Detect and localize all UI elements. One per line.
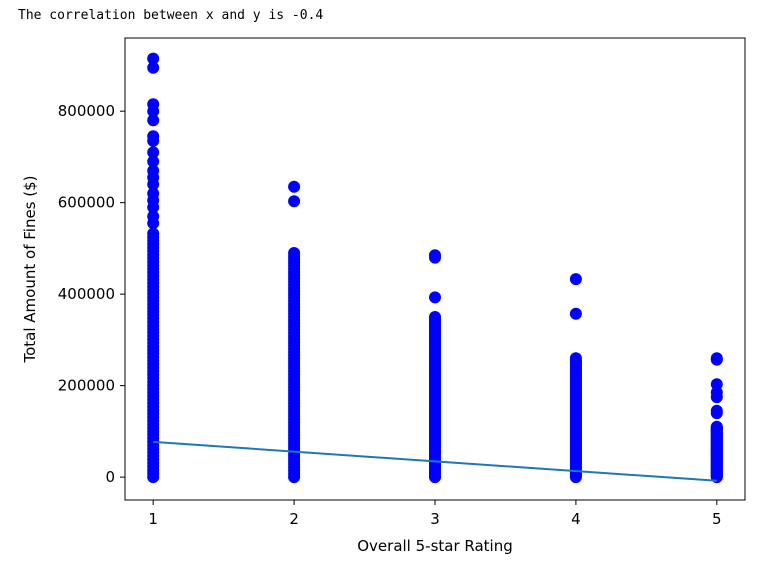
- data-point: [147, 155, 160, 168]
- y-tick-label: 800000: [58, 102, 115, 120]
- points-layer: [147, 52, 723, 484]
- y-tick-label: 0: [105, 468, 115, 486]
- x-tick-label: 2: [289, 510, 299, 528]
- y-tick-label: 200000: [58, 377, 115, 395]
- data-point: [429, 291, 441, 304]
- data-point: [147, 227, 160, 240]
- data-point: [288, 247, 301, 259]
- data-point: [147, 146, 160, 159]
- x-axis-label: Overall 5-star Rating: [357, 537, 513, 555]
- data-point: [288, 195, 301, 208]
- correlation-output-text: The correlation between x and y is -0.4: [18, 8, 324, 23]
- data-point: [710, 407, 723, 420]
- data-point: [569, 352, 582, 365]
- y-ticks: 0 200000 400000 600000 800000: [58, 102, 125, 486]
- x-tick-label: 5: [712, 510, 722, 528]
- data-point: [147, 52, 160, 65]
- data-point: [147, 178, 160, 191]
- data-point: [147, 114, 160, 127]
- data-point: [569, 307, 582, 320]
- data-point: [569, 273, 582, 286]
- data-point: [429, 251, 441, 264]
- data-point: [147, 61, 160, 74]
- x-tick-label: 4: [571, 510, 581, 528]
- regression-line: [153, 440, 717, 482]
- data-point: [710, 378, 723, 391]
- y-tick-label: 600000: [58, 194, 115, 212]
- data-point: [147, 105, 160, 118]
- fit-line-layer: [153, 440, 717, 482]
- x-tick-label: 1: [148, 510, 158, 528]
- y-tick-label: 400000: [58, 285, 115, 303]
- data-point: [429, 311, 441, 323]
- y-axis-label: Total Amount of Fines ($): [21, 175, 39, 363]
- data-point: [710, 420, 723, 433]
- data-point: [710, 391, 723, 404]
- x-ticks: 1 2 3 4 5: [148, 500, 722, 528]
- x-tick-label: 3: [430, 510, 440, 528]
- data-point: [710, 353, 723, 366]
- data-point: [147, 201, 160, 214]
- data-point: [288, 180, 301, 193]
- data-point: [147, 134, 160, 147]
- data-point: [147, 217, 160, 230]
